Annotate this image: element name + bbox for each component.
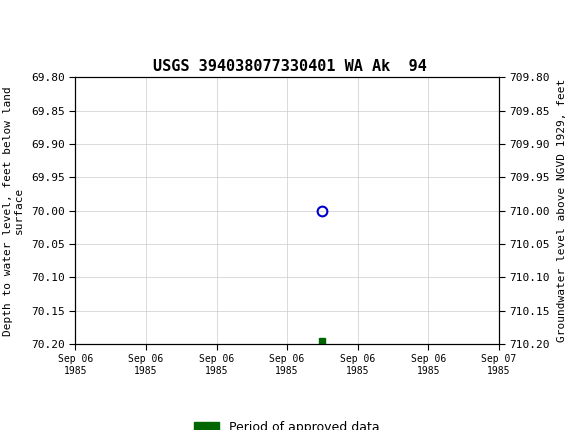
Legend: Period of approved data: Period of approved data <box>189 416 385 430</box>
Text: ≡USGS: ≡USGS <box>17 16 76 35</box>
Y-axis label: Depth to water level, feet below land
surface: Depth to water level, feet below land su… <box>3 86 24 335</box>
Y-axis label: Groundwater level above NGVD 1929, feet: Groundwater level above NGVD 1929, feet <box>557 79 567 342</box>
Text: USGS 394038077330401 WA Ak  94: USGS 394038077330401 WA Ak 94 <box>153 59 427 74</box>
